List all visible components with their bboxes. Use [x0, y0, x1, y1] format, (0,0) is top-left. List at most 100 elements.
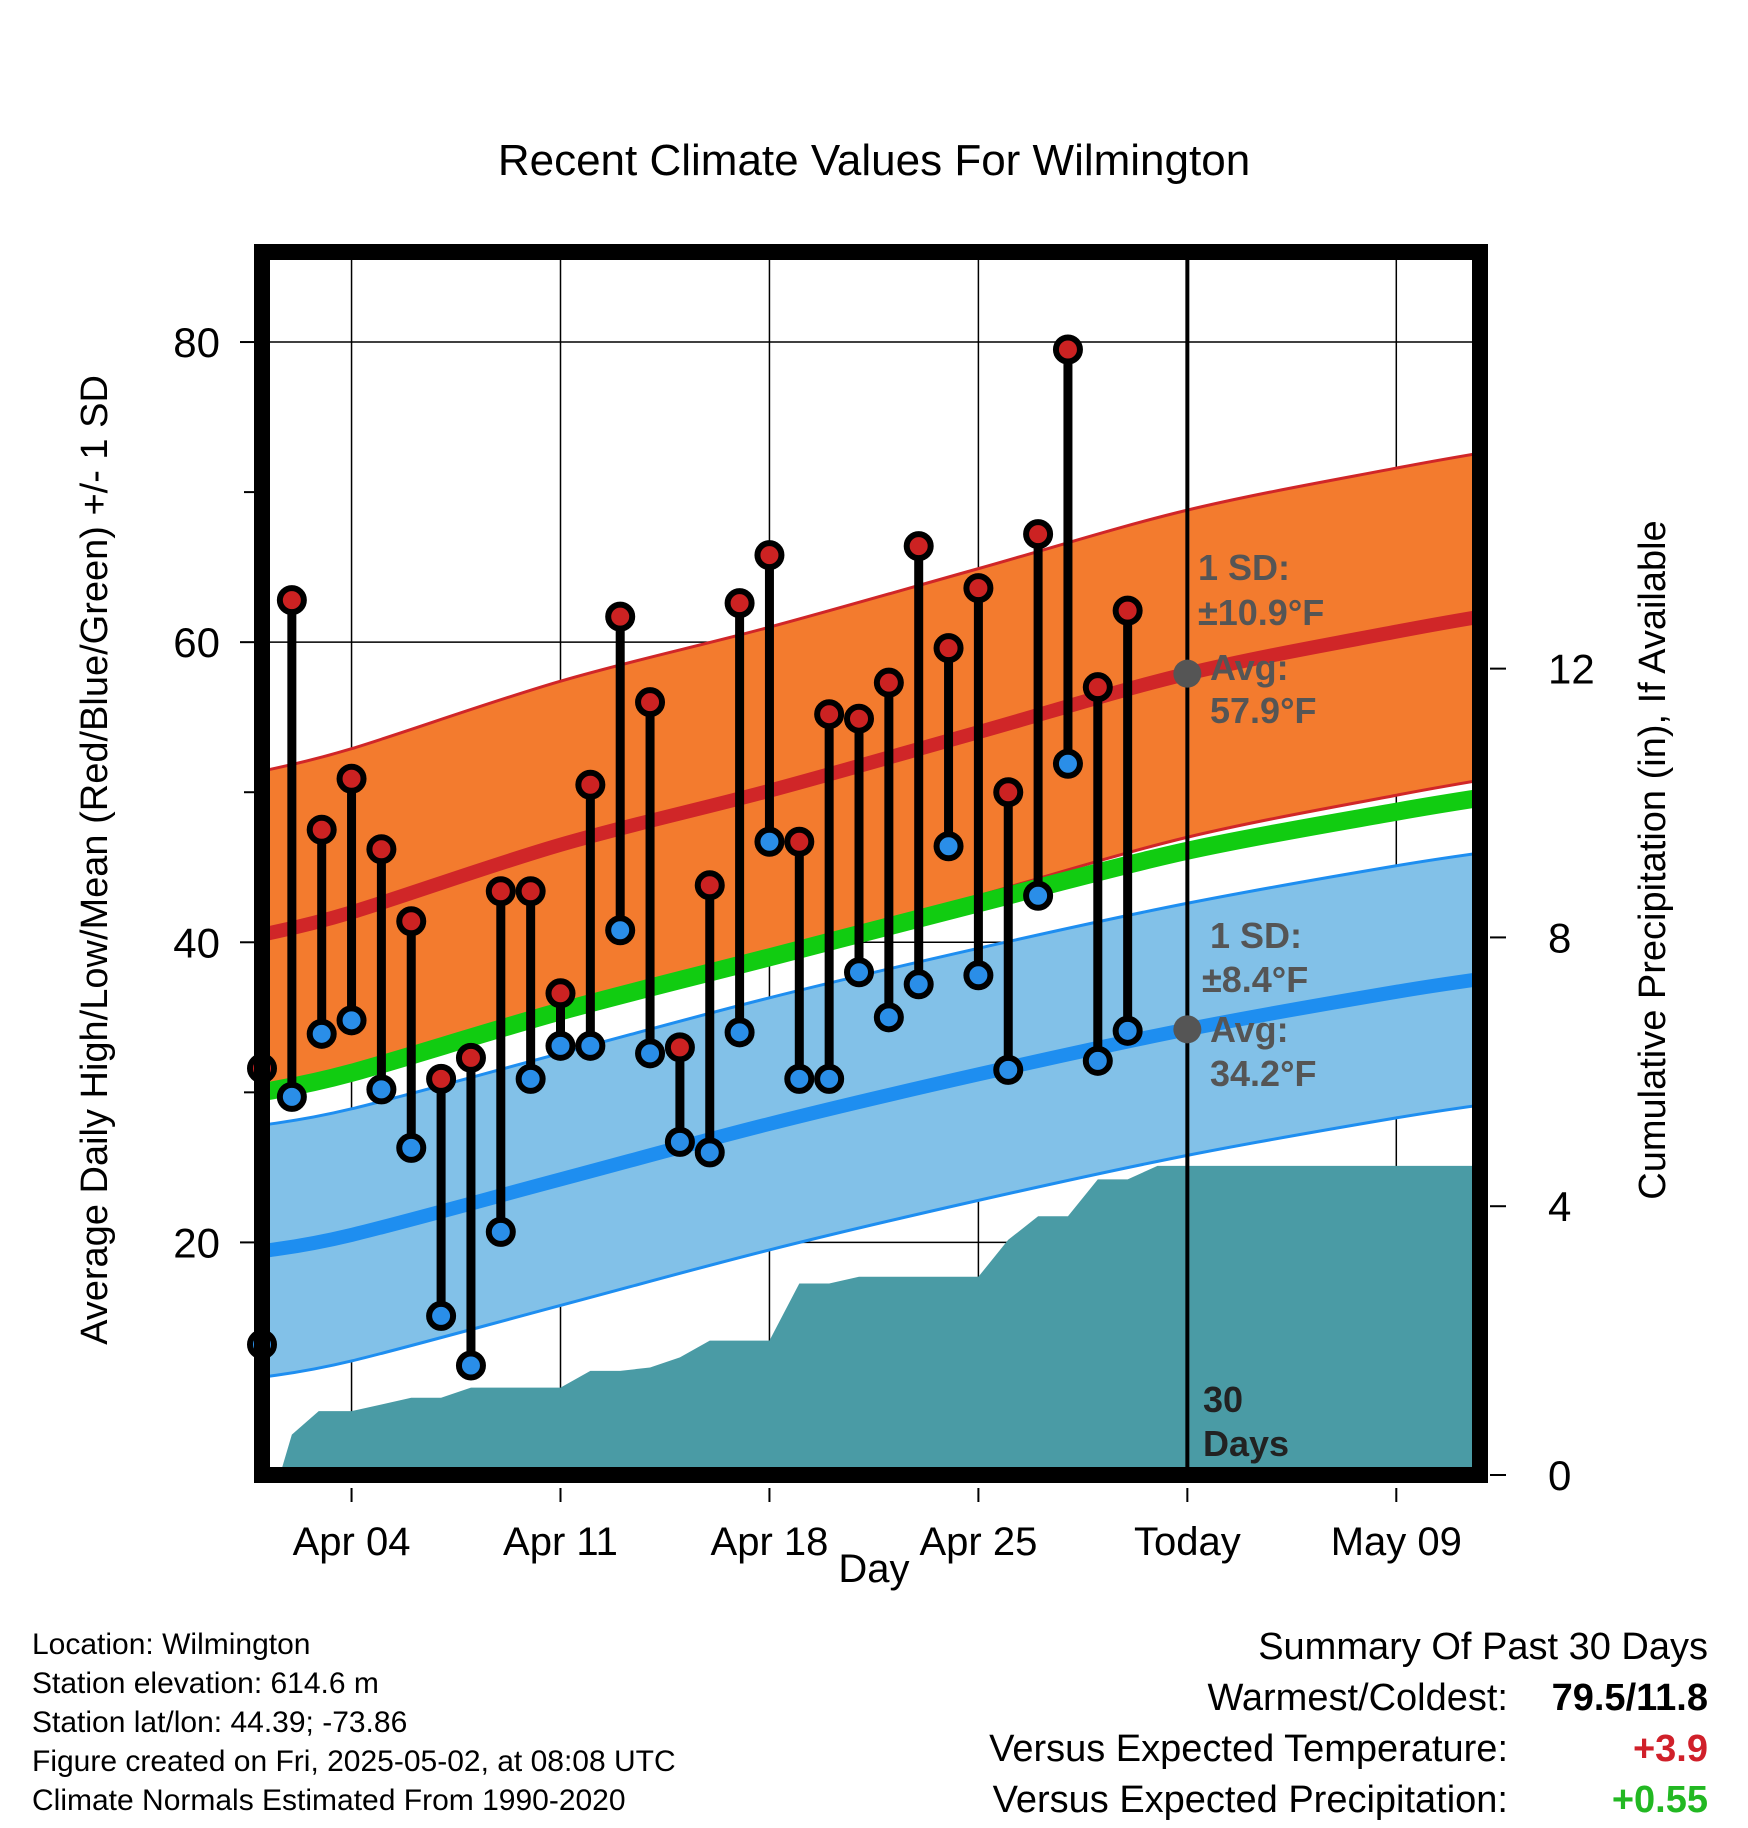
daily-marks: [247, 334, 1202, 1381]
high-sd-label: 1 SD:: [1198, 547, 1290, 588]
y-tick-label-60: 60: [173, 619, 220, 666]
low-point-22: [873, 1002, 904, 1033]
high-avg-label: Avg:: [1210, 647, 1289, 688]
low-sd-band: [262, 851, 1480, 1379]
low-point-6: [396, 1132, 427, 1163]
high-point-10: [515, 876, 546, 907]
high-point-20: [814, 699, 845, 730]
elevation-text: Station elevation: 614.6 m: [32, 1667, 379, 1700]
high-point-14: [635, 687, 666, 718]
high-point-12: [575, 769, 606, 800]
low-point-24: [933, 831, 964, 862]
high-point-28: [1052, 334, 1083, 365]
high-point-15: [664, 1032, 695, 1063]
temp-value: +3.9: [1632, 1728, 1708, 1770]
low-avg-value: 34.2°F: [1210, 1053, 1316, 1094]
x-tick-label-32: Today: [1134, 1520, 1241, 1564]
temp-row: Versus Expected Temperature: +3.9: [989, 1724, 1708, 1775]
high-point-26: [993, 777, 1024, 808]
station-info: Location: Wilmington Station elevation: …: [32, 1625, 676, 1820]
x-tick-label-25: Apr 25: [919, 1520, 1037, 1564]
high-point-9: [485, 876, 516, 907]
today-days-label: Days: [1203, 1423, 1289, 1464]
high-point-11: [545, 978, 576, 1009]
low-point-26: [993, 1054, 1024, 1085]
high-avg-value: 57.9°F: [1210, 690, 1316, 731]
low-point-10: [515, 1063, 546, 1094]
high-point-30: [1112, 595, 1143, 626]
summary-title: Summary Of Past 30 Days: [1258, 1626, 1708, 1668]
low-point-30: [1112, 1015, 1143, 1046]
temp-label: Versus Expected Temperature:: [989, 1728, 1508, 1770]
high-point-24: [933, 633, 964, 664]
high-point-5: [366, 834, 397, 865]
x-tick-label-4: Apr 04: [293, 1520, 411, 1564]
high-point-16: [694, 870, 725, 901]
low-point-21: [844, 957, 874, 988]
low-point-11: [545, 1030, 576, 1061]
low-point-23: [903, 969, 934, 1000]
high-point-23: [903, 531, 934, 562]
low-point-13: [605, 915, 636, 946]
today-days-count: 30: [1203, 1379, 1243, 1420]
y2-tick-label-8: 8: [1548, 914, 1571, 961]
precip-row: Versus Expected Precipitation: +0.55: [989, 1775, 1708, 1826]
low-point-2: [276, 1081, 307, 1112]
y2-tick-label-12: 12: [1548, 646, 1595, 693]
low-point-28: [1052, 748, 1083, 779]
low-point-16: [694, 1137, 725, 1168]
mean-normal-line: [262, 788, 1480, 1102]
high-point-7: [426, 1063, 457, 1094]
warmest-coldest-label: Warmest/Coldest:: [1207, 1677, 1508, 1719]
high-point-27: [1023, 519, 1054, 550]
low-point-29: [1082, 1045, 1113, 1076]
annotations: 1 SD: ±10.9°F Avg: 57.9°F 1 SD: ±8.4°F A…: [1198, 547, 1324, 1464]
plot-frame: [254, 244, 1488, 1483]
high-point-3: [306, 814, 337, 845]
today-low-avg-marker: [1173, 1015, 1202, 1044]
x-tick-label-18: Apr 18: [711, 1520, 829, 1564]
high-sd-value: ±10.9°F: [1198, 592, 1324, 633]
low-sd-label: 1 SD:: [1210, 915, 1302, 956]
high-point-22: [873, 667, 904, 698]
x-axis-label: Day: [838, 1547, 909, 1591]
low-point-27: [1023, 880, 1054, 911]
plot-area: [262, 252, 1480, 1475]
low-point-5: [366, 1074, 397, 1105]
y2-tick-label-0: 0: [1548, 1452, 1571, 1499]
low-point-12: [575, 1030, 606, 1061]
high-point-18: [754, 540, 785, 571]
low-point-4: [336, 1005, 367, 1036]
low-point-8: [455, 1350, 486, 1381]
chart-title: Recent Climate Values For Wilmington: [498, 136, 1250, 185]
low-point-9: [485, 1216, 516, 1247]
high-point-21: [844, 703, 874, 734]
axes: 20 40 60 80 0 4 8 12 Apr 04 Apr 11 Apr 18 Apr 25 Tod…: [173, 319, 1594, 1564]
y-tick-label-80: 80: [173, 319, 220, 366]
high-point-6: [396, 906, 427, 937]
high-point-4: [336, 763, 367, 794]
low-sd-value: ±8.4°F: [1202, 959, 1308, 1000]
precip-value: +0.55: [1611, 1779, 1708, 1821]
latlon-text: Station lat/lon: 44.39; -73.86: [32, 1706, 408, 1739]
high-point-29: [1082, 672, 1113, 703]
high-point-2: [276, 585, 307, 616]
created-text: Figure created on Fri, 2025-05-02, at 08…: [32, 1745, 676, 1778]
low-point-20: [814, 1063, 845, 1094]
high-point-13: [605, 601, 636, 632]
climate-chart: Recent Climate Values For Wilmington 20 4…: [74, 136, 1674, 1591]
low-point-15: [664, 1126, 695, 1157]
low-point-17: [724, 1017, 755, 1048]
low-point-19: [784, 1063, 815, 1094]
warmest-coldest-value: 79.5/11.8: [1551, 1677, 1708, 1719]
low-point-14: [635, 1038, 666, 1069]
precip-area: [262, 1165, 1480, 1475]
y-tick-label-20: 20: [173, 1219, 220, 1266]
low-point-3: [306, 1018, 337, 1049]
low-point-7: [426, 1300, 457, 1331]
today-high-avg-marker: [1173, 659, 1202, 688]
high-point-19: [784, 826, 815, 857]
low-point-18: [754, 826, 785, 857]
high-point-25: [963, 573, 994, 604]
y-tick-label-40: 40: [173, 919, 220, 966]
